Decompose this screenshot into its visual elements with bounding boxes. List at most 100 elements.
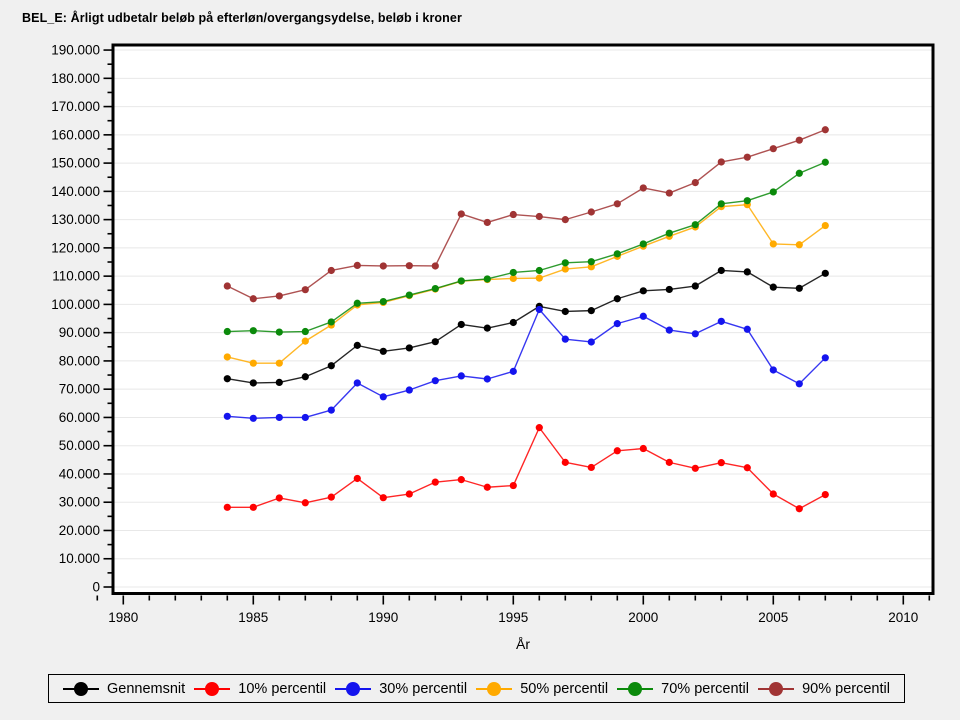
legend: Gennemsnit 10% percentil 30% percentil 5…: [48, 674, 905, 703]
data-point: [509, 481, 517, 490]
legend-marker-icon: [63, 681, 99, 696]
data-point: [613, 447, 621, 455]
data-point: [353, 299, 361, 307]
data-point: [509, 367, 517, 375]
data-point: [613, 200, 621, 208]
legend-item-label: 30% percentil: [379, 680, 468, 697]
svg-text:100.000: 100.000: [51, 297, 100, 312]
svg-text:2000: 2000: [628, 610, 658, 625]
legend-item: 50% percentil: [476, 681, 608, 697]
data-point: [223, 282, 231, 290]
data-point: [483, 218, 491, 227]
data-point: [639, 287, 647, 295]
data-point: [613, 320, 621, 328]
data-point: [249, 327, 257, 335]
data-point: [587, 307, 595, 315]
data-point: [795, 241, 803, 249]
legend-item-label: 90% percentil: [802, 680, 890, 697]
data-point: [587, 463, 595, 472]
svg-text:1980: 1980: [108, 610, 138, 625]
legend-marker-icon: [194, 681, 231, 696]
data-point: [405, 344, 413, 352]
data-point: [535, 305, 543, 314]
svg-text:20.000: 20.000: [59, 523, 100, 538]
data-point: [379, 262, 387, 270]
data-point: [483, 375, 491, 383]
plot-frame: [111, 43, 935, 595]
data-point: [275, 359, 283, 367]
data-point: [587, 258, 595, 266]
svg-text:0: 0: [92, 580, 100, 595]
data-point: [249, 295, 257, 303]
data-point: [743, 325, 751, 333]
series-70-percentil: [223, 158, 829, 336]
data-point: [639, 444, 647, 453]
data-point: [379, 393, 387, 401]
svg-text:10.000: 10.000: [59, 551, 100, 566]
data-point: [275, 292, 283, 300]
data-point: [795, 136, 803, 144]
data-point: [535, 274, 543, 282]
svg-text:160.000: 160.000: [51, 127, 100, 142]
data-point: [405, 386, 413, 394]
data-point: [431, 262, 439, 270]
legend-item-label: 10% percentil: [238, 680, 327, 697]
data-point: [717, 317, 725, 325]
legend-item-label: Gennemsnit: [107, 680, 186, 697]
data-point: [769, 240, 777, 248]
svg-text:120.000: 120.000: [51, 240, 100, 255]
data-point: [379, 347, 387, 355]
data-point: [509, 274, 517, 283]
svg-text:2005: 2005: [758, 610, 788, 625]
legend-item: 10% percentil: [194, 681, 326, 697]
data-point: [379, 494, 387, 502]
data-point: [223, 375, 231, 383]
legend-item: Gennemsnit: [63, 681, 185, 697]
data-point: [613, 250, 621, 258]
data-point: [561, 216, 569, 224]
data-point: [743, 197, 751, 205]
data-point: [535, 212, 543, 221]
data-point: [665, 326, 673, 334]
data-point: [301, 286, 309, 294]
data-point: [327, 362, 335, 370]
data-point: [665, 285, 673, 294]
data-point: [353, 341, 361, 349]
data-point: [483, 275, 491, 283]
svg-text:1995: 1995: [498, 610, 528, 625]
data-point: [743, 464, 751, 472]
legend-item-label: 70% percentil: [661, 680, 749, 697]
data-point: [249, 359, 257, 367]
chart-title: BEL_E: Årligt udbetalr beløb på efterløn…: [22, 11, 462, 25]
data-point: [275, 378, 283, 386]
data-point: [509, 268, 517, 277]
data-point: [379, 297, 387, 306]
data-point: [639, 240, 647, 248]
data-point: [457, 372, 465, 380]
data-point: [327, 318, 335, 326]
data-point: [691, 221, 699, 229]
series-gennemsnit: [223, 266, 829, 387]
data-point: [769, 145, 777, 153]
data-point: [301, 499, 309, 507]
data-point: [301, 373, 309, 381]
data-point: [561, 265, 569, 273]
data-point: [821, 354, 829, 362]
data-point: [769, 490, 777, 498]
data-point: [483, 324, 491, 332]
legend-marker-icon: [617, 681, 654, 696]
data-point: [535, 424, 543, 432]
data-point: [821, 490, 829, 499]
data-point: [223, 412, 231, 420]
svg-text:170.000: 170.000: [51, 99, 100, 114]
data-point: [717, 200, 725, 208]
data-point: [301, 337, 309, 345]
data-point: [327, 406, 335, 414]
data-point: [795, 284, 803, 292]
data-point: [275, 328, 283, 336]
data-point: [743, 153, 751, 161]
data-point: [821, 221, 829, 230]
series-10-percentil: [223, 424, 829, 513]
legend-item: 90% percentil: [758, 681, 890, 697]
